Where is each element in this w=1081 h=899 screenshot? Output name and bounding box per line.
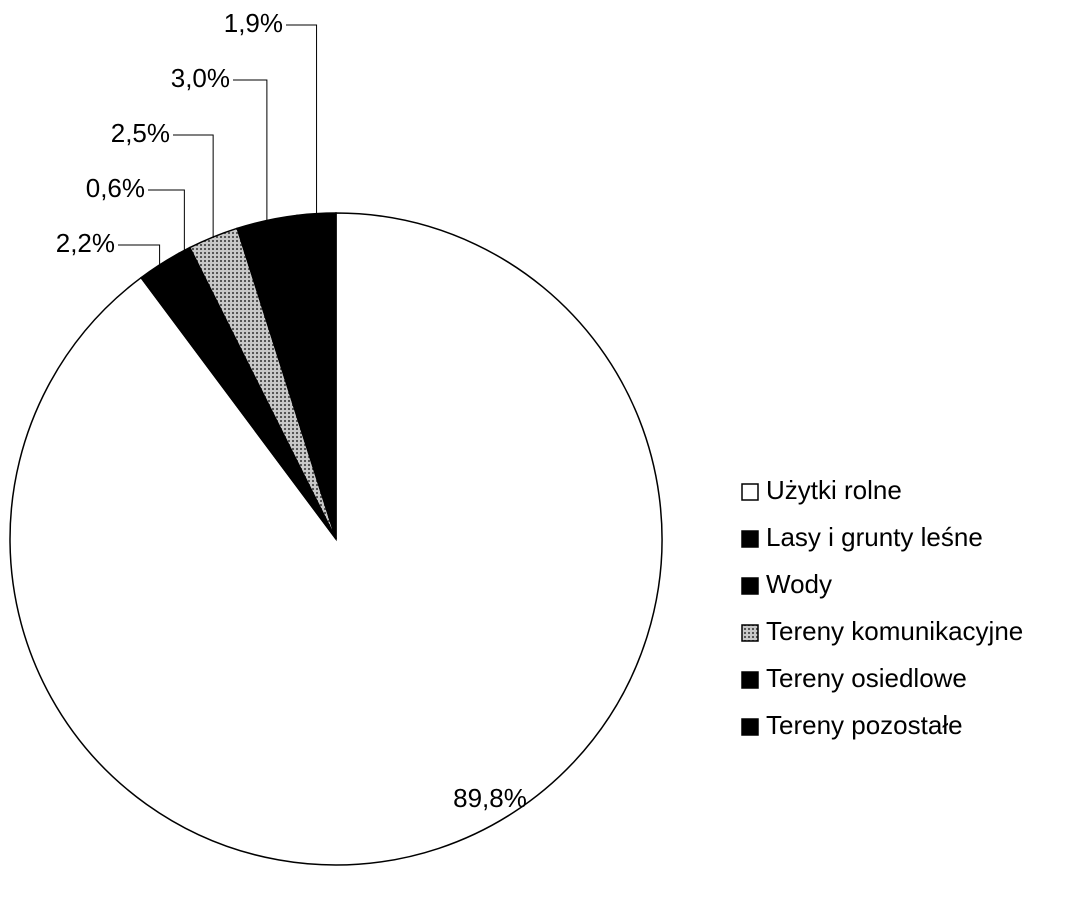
legend-marker: [741, 483, 759, 501]
legend-marker: [741, 530, 759, 548]
value-label: 1,9%: [224, 8, 283, 38]
leader-line: [173, 134, 214, 238]
leader-line: [286, 24, 318, 214]
leader-line: [118, 244, 161, 265]
leader-line: [233, 79, 268, 221]
legend-label: Tereny komunikacyjne: [766, 616, 1023, 646]
legend-label: Tereny osiedlowe: [766, 663, 967, 693]
legend-label: Użytki rolne: [766, 475, 902, 505]
legend-marker: [741, 624, 759, 642]
legend-label: Lasy i grunty leśne: [766, 522, 983, 552]
value-label: 3,0%: [171, 63, 230, 93]
legend-label: Tereny pozostałe: [766, 710, 963, 740]
legend-marker: [741, 577, 759, 595]
legend-marker: [741, 718, 759, 736]
leader-line: [148, 189, 185, 251]
value-label: 2,5%: [111, 118, 170, 148]
value-label: 0,6%: [86, 173, 145, 203]
value-label: 89,8%: [453, 783, 527, 813]
legend-marker: [741, 671, 759, 689]
value-label: 2,2%: [56, 228, 115, 258]
legend-label: Wody: [766, 569, 832, 599]
